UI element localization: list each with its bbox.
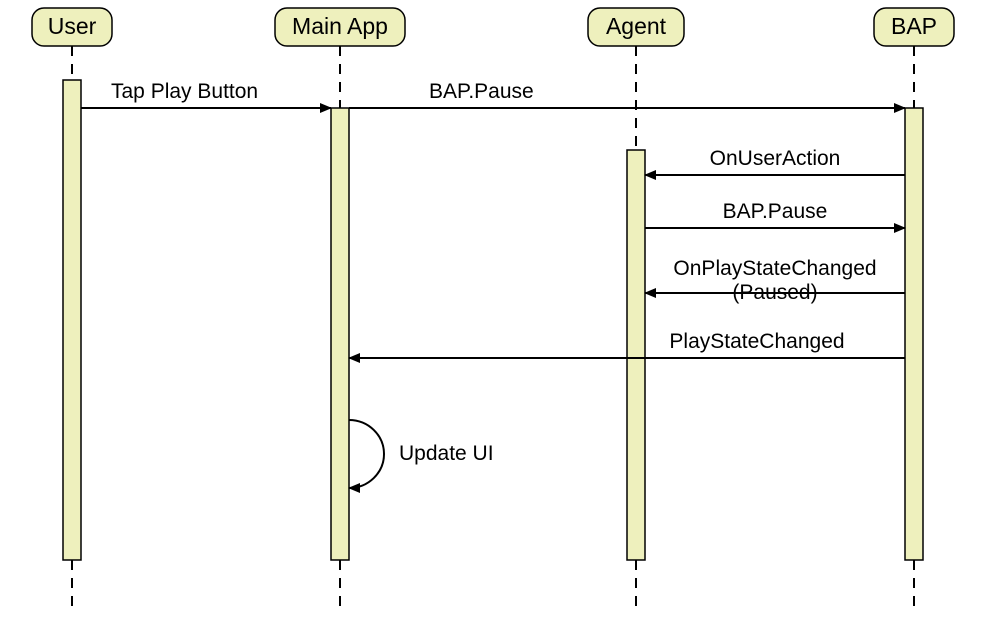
self-message-loop [349, 420, 384, 488]
activation-user [63, 80, 81, 560]
message-label-2: OnUserAction [710, 147, 841, 170]
message-label-4: OnPlayStateChanged [673, 257, 876, 280]
participant-label-mainapp: Main App [292, 13, 388, 39]
activation-mainapp [331, 108, 349, 560]
message-label-0: Tap Play Button [111, 80, 258, 103]
activation-agent [627, 150, 645, 560]
participant-label-user: User [48, 13, 97, 39]
participant-label-bap: BAP [891, 13, 937, 39]
activation-bap [905, 108, 923, 560]
message-label-3: BAP.Pause [723, 200, 828, 223]
participant-label-agent: Agent [606, 13, 667, 39]
message-label2-4: (Paused) [732, 281, 817, 304]
message-label-1: BAP.Pause [429, 80, 534, 103]
message-label-5: PlayStateChanged [669, 330, 844, 353]
self-message-label: Update UI [399, 442, 494, 465]
